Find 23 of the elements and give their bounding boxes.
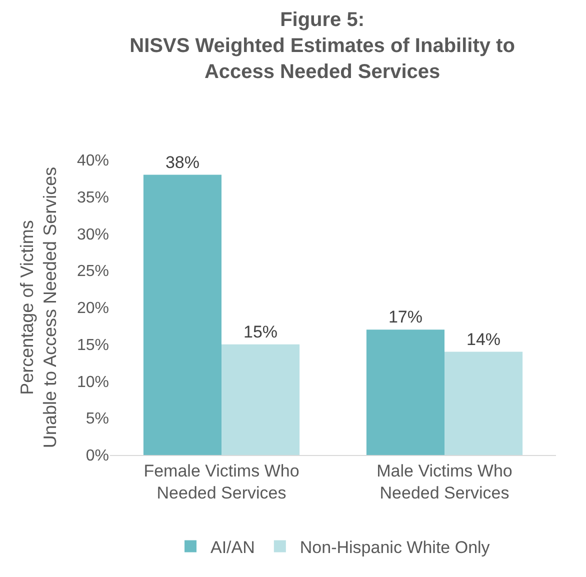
bar [366,330,444,455]
legend-label: AI/AN [210,538,255,557]
y-axis-title: Percentage of Victims Unable to Access Needed Services [16,166,60,448]
bar [444,352,523,455]
y-tick-label: 30% [76,226,109,244]
y-tick-label: 40% [76,152,109,170]
y-tick-label: 5% [86,410,109,428]
legend-label: Non-Hispanic White Only [300,538,490,557]
y-tick-label: 15% [76,336,109,354]
data-label: 38% [165,152,200,172]
x-tick-label: Male Victims Who Needed Services [376,461,512,502]
y-tick-label: 25% [76,263,109,280]
y-tick-label: 20% [76,300,109,318]
data-label: 15% [244,322,278,342]
y-tick-label: 10% [76,374,109,391]
data-label: 17% [388,308,422,327]
x-tick-label: Female Victims Who Needed Services [144,461,300,502]
data-label: 14% [466,330,501,349]
y-tick-label: 0% [86,448,109,465]
bar [222,344,300,455]
bar [143,174,222,455]
chart-title: Figure 5: NISVS Weighted Estimates of Inability to Access Needed Services [130,8,515,83]
y-tick-label: 35% [76,189,109,206]
